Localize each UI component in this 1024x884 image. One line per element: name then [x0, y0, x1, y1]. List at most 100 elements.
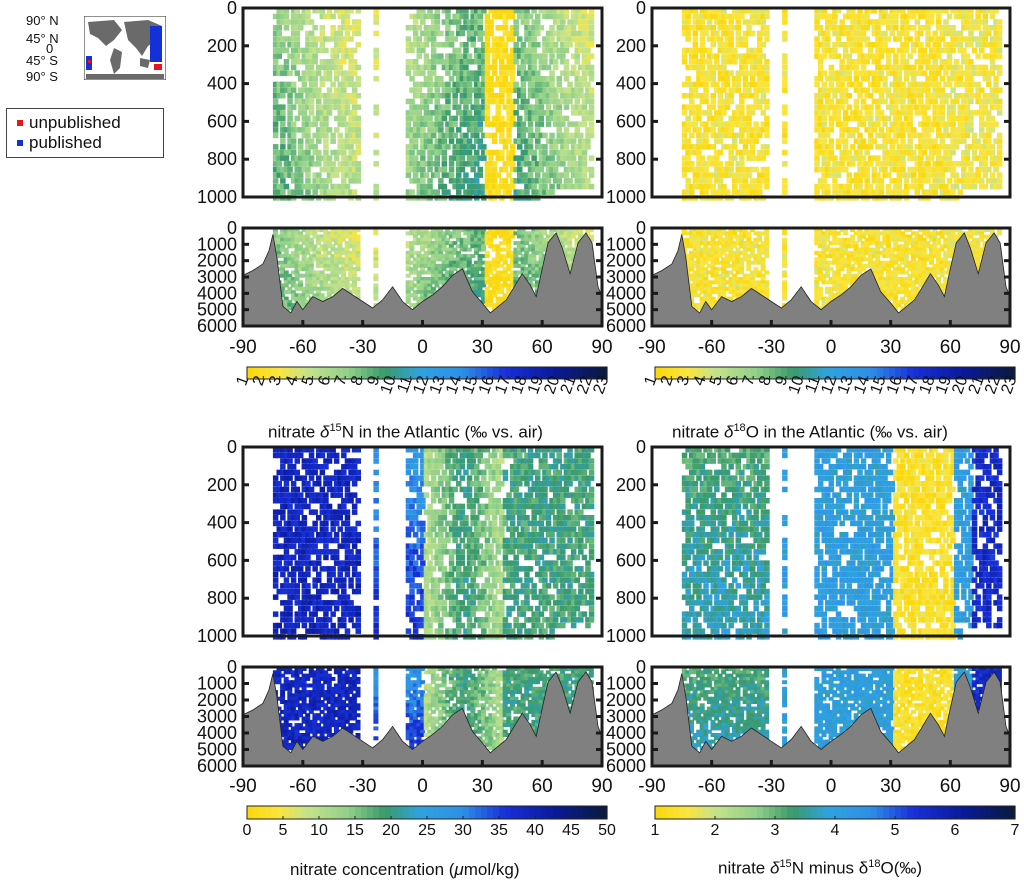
data-cell: [868, 93, 874, 99]
data-cell: [782, 110, 788, 116]
data-cell: [466, 81, 473, 88]
data-cell: [280, 144, 286, 150]
data-cell: [588, 53, 595, 59]
data-cell: [280, 47, 286, 54]
data-cell: [735, 87, 741, 93]
data-cell: [434, 19, 440, 25]
data-cell: [305, 121, 311, 127]
data-cell: [560, 47, 566, 54]
data-cell: [882, 42, 888, 48]
data-cell: [470, 234, 476, 239]
data-cell: [477, 267, 483, 272]
data-cell: [535, 13, 541, 20]
data-cell: [344, 286, 350, 291]
data-cell: [524, 189, 530, 195]
data-cell: [301, 47, 308, 54]
data-cell: [538, 53, 545, 59]
data-cell: [341, 228, 347, 232]
data-cell: [542, 172, 548, 178]
data-cell: [427, 260, 433, 265]
data-cell: [585, 138, 591, 144]
data-cell: [312, 257, 318, 262]
data-cell: [294, 267, 300, 272]
data-cell: [782, 81, 788, 88]
data-cell: [420, 155, 426, 161]
data-cell: [427, 277, 433, 281]
data-cell: [308, 47, 315, 54]
data-cell: [423, 231, 429, 236]
data-cell: [344, 189, 351, 195]
data-cell: [319, 228, 325, 232]
data-cell: [764, 144, 770, 150]
data-cell: [563, 59, 570, 65]
data-cell: [276, 30, 282, 37]
data-cell: [412, 283, 418, 288]
data-cell: [488, 19, 494, 25]
data-cell: [434, 59, 440, 65]
data-cell: [298, 47, 304, 54]
x-tick-label: 30: [472, 337, 493, 358]
data-cell: [825, 161, 831, 167]
data-cell: [420, 81, 426, 88]
data-cell: [333, 270, 339, 275]
data-cell: [276, 237, 282, 242]
data-cell: [445, 87, 451, 93]
data-cell: [330, 166, 336, 173]
data-cell: [717, 161, 724, 167]
data-cell: [782, 121, 788, 127]
data-cell: [301, 121, 308, 127]
data-cell: [280, 183, 286, 190]
data-cell: [696, 115, 702, 122]
data-cell: [484, 172, 491, 178]
data-cell: [280, 293, 286, 298]
data-cell: [430, 273, 436, 278]
data-cell: [545, 76, 552, 82]
data-cell: [301, 303, 307, 308]
data-cell: [466, 59, 473, 65]
data-cell: [427, 138, 433, 144]
data-cell: [438, 132, 444, 139]
data-cell: [896, 183, 903, 190]
data-cell: [330, 270, 336, 275]
upper-y-tick-label: 0: [227, 0, 237, 18]
data-cell: [513, 121, 519, 127]
data-cell: [563, 104, 570, 110]
legend-label-published: published: [29, 133, 102, 152]
data-cell: [438, 93, 444, 99]
data-cell: [341, 138, 347, 144]
data-cell: [545, 30, 552, 37]
data-cell: [542, 161, 548, 167]
data-cell: [481, 228, 487, 232]
data-cell: [294, 277, 300, 281]
data-cell: [832, 155, 838, 161]
data-cell: [305, 241, 311, 246]
data-cell: [276, 166, 282, 173]
data-cell: [308, 110, 315, 116]
data-cell: [535, 53, 541, 59]
data-cell: [427, 189, 433, 195]
data-cell: [567, 161, 573, 167]
data-cell: [474, 115, 480, 122]
data-cell: [470, 70, 476, 76]
data-cell: [552, 19, 559, 25]
data-cell: [535, 231, 540, 236]
data-cell: [405, 254, 411, 259]
data-cell: [517, 53, 523, 59]
data-cell: [499, 42, 505, 48]
data-cell: [348, 273, 354, 278]
data-cell: [825, 183, 831, 190]
data-cell: [344, 247, 350, 252]
data-cell: [563, 87, 570, 93]
data-cell: [484, 273, 490, 278]
data-cell: [556, 76, 562, 82]
data-cell: [290, 234, 296, 239]
data-cell: [484, 250, 490, 255]
data-cell: [484, 237, 490, 242]
data-cell: [305, 283, 311, 288]
data-cell: [427, 283, 433, 288]
data-cell: [477, 25, 483, 31]
data-cell: [452, 234, 458, 239]
data-cell: [470, 231, 476, 236]
legend-item-unpublished: unpublished: [17, 113, 121, 133]
data-cell: [585, 166, 591, 173]
